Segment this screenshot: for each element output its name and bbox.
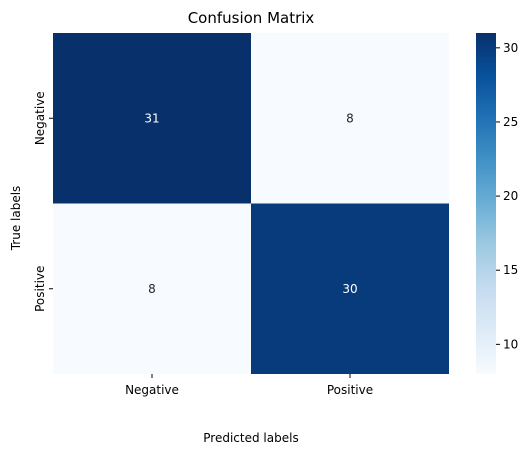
heatmap-cell (251, 203, 449, 374)
x-axis-label: Predicted labels (203, 431, 298, 445)
y-axis-ticks: Negative Positive (33, 91, 53, 312)
colorbar: 10 15 20 25 30 (476, 33, 518, 374)
colorbar-tick-label: 10 (503, 337, 518, 351)
colorbar-gradient (476, 33, 496, 374)
colorbar-ticks: 10 15 20 25 30 (496, 41, 518, 351)
y-tick-label: Positive (33, 266, 47, 312)
x-axis-ticks: Negative Positive (125, 374, 373, 397)
colorbar-tick-label: 30 (503, 41, 518, 55)
heatmap-cell (53, 203, 251, 374)
colorbar-tick-label: 20 (503, 189, 518, 203)
y-tick-label: Negative (33, 91, 47, 145)
colorbar-tick-label: 25 (503, 115, 518, 129)
cell-value-label: 8 (346, 111, 354, 125)
cell-value-label: 31 (144, 111, 159, 125)
cell-value-label: 30 (342, 282, 357, 296)
heatmap-cell (53, 33, 251, 204)
x-tick-label: Negative (125, 383, 179, 397)
heatmap-cells: 31 8 8 30 (53, 33, 449, 374)
chart-title: Confusion Matrix (188, 9, 315, 27)
y-axis-label: True labels (9, 186, 23, 252)
heatmap-cell (251, 33, 449, 204)
x-tick-label: Positive (327, 383, 373, 397)
colorbar-tick-label: 15 (503, 263, 518, 277)
cell-value-label: 8 (148, 282, 156, 296)
